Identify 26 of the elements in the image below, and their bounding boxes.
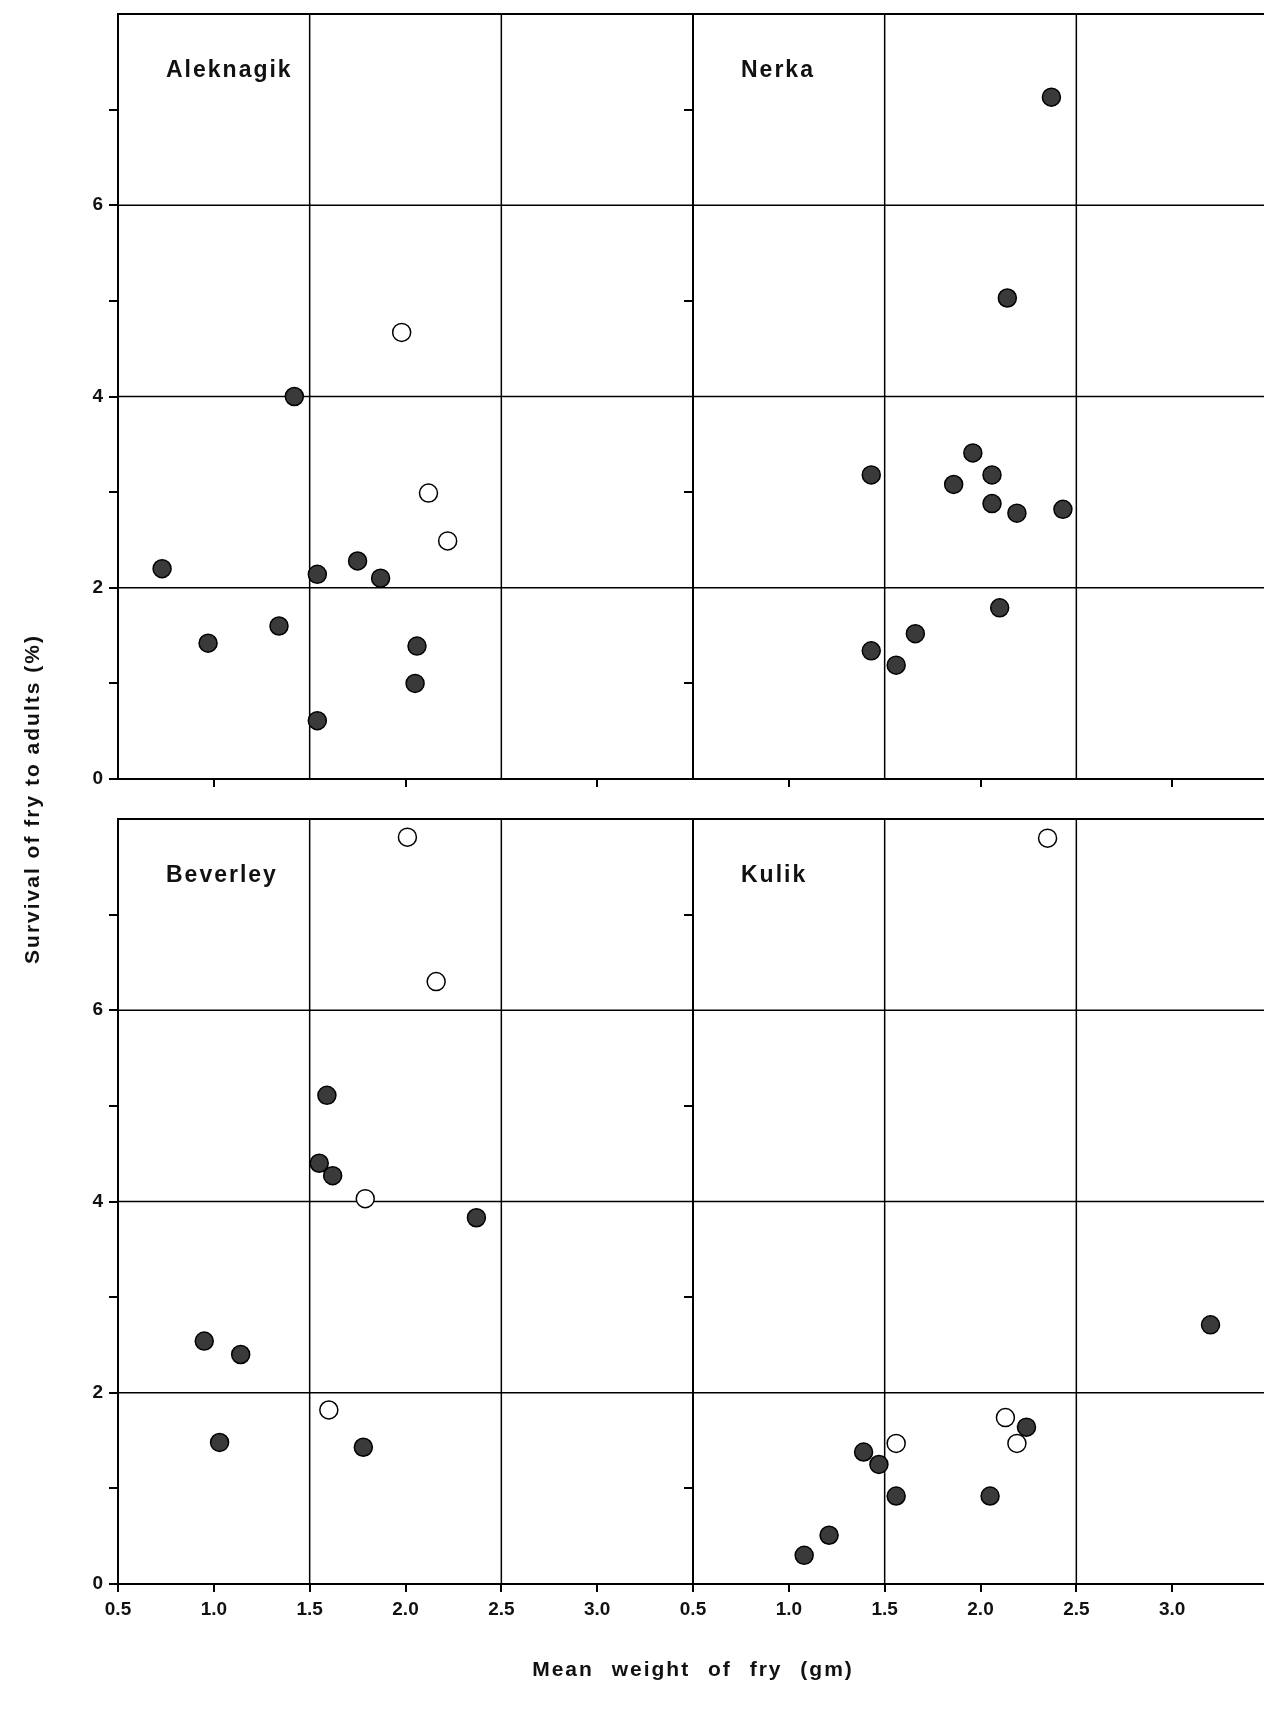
x-tick-label: 2.5 — [1063, 1597, 1090, 1619]
x-tick-label: 2.0 — [392, 1597, 419, 1619]
x-tick-label: 1.5 — [871, 1597, 899, 1619]
x-tick-label: 1.5 — [296, 1597, 324, 1619]
y-tick-label: 4 — [92, 384, 104, 406]
x-tick-label: 0.5 — [104, 1597, 132, 1619]
y-tick-label: 2 — [92, 1380, 103, 1402]
x-axis-title: Mean weight of fry (gm) — [532, 1657, 854, 1681]
y-tick-label: 6 — [92, 998, 103, 1020]
y-tick-label: 6 — [92, 193, 103, 215]
x-tick-label: 3.0 — [1158, 1597, 1186, 1619]
x-tick-label: 3.0 — [583, 1597, 611, 1619]
y-tick-label: 0 — [92, 1572, 103, 1594]
y-tick-label: 0 — [92, 767, 103, 789]
text: Nerka — [741, 56, 815, 83]
x-tick-label: 0.5 — [679, 1597, 707, 1619]
x-tick-label: 2.0 — [967, 1597, 994, 1619]
y-tick-label: 2 — [92, 575, 103, 597]
y-axis-title: Survival of fry to adults (%) — [20, 634, 44, 964]
x-tick-label: 1.0 — [775, 1597, 803, 1619]
x-tick-label: 2.5 — [488, 1597, 515, 1619]
text: Beverley — [166, 861, 278, 888]
text: Aleknagik — [166, 56, 293, 83]
x-tick-label: 1.0 — [200, 1597, 228, 1619]
y-tick-label: 4 — [92, 1189, 104, 1211]
text: Kulik — [741, 861, 808, 888]
